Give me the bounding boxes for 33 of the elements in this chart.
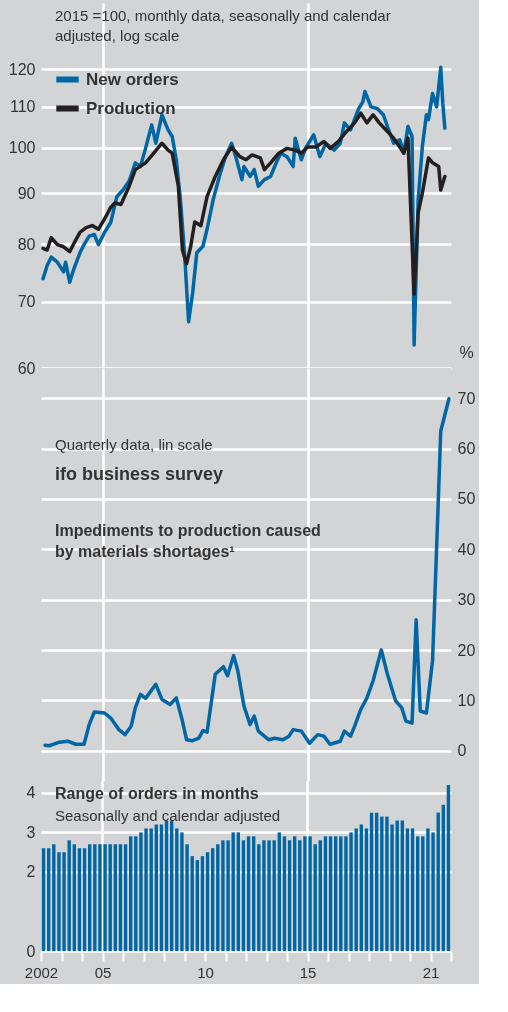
y-axis-title: %	[459, 343, 474, 361]
y-tick-label: 100	[8, 139, 36, 157]
x-tick-label: 05	[94, 963, 112, 981]
y-tick-label: 110	[9, 98, 36, 116]
y-tick-label: 40	[457, 540, 476, 558]
y-tick-label: 2	[26, 863, 36, 881]
x-tick-label: 15	[299, 963, 317, 981]
y-tick-label: 90	[17, 184, 36, 202]
text: Seasonally and calendar adjusted	[55, 807, 281, 824]
y-tick-label: 70	[17, 293, 36, 311]
y-tick-label: 70	[457, 389, 476, 407]
x-tick-label: 21	[422, 963, 440, 981]
x-tick-label: 2002	[24, 963, 59, 981]
y-tick-label: 30	[457, 591, 476, 609]
x-tick-label: 10	[197, 963, 214, 981]
legend-label: Production	[86, 98, 176, 118]
y-tick-label: 80	[17, 235, 36, 253]
y-tick-label: 4	[26, 784, 36, 802]
y-tick-label: 3	[26, 823, 36, 841]
y-tick-label: 0	[457, 742, 467, 760]
y-tick-label: 10	[457, 691, 476, 709]
annotation: Impediments to production caused by materials shortages¹	[55, 522, 321, 560]
y-tick-label: 60	[457, 440, 476, 458]
y-tick-label: 20	[457, 641, 476, 659]
chart-title: Range of orders in months	[55, 785, 259, 802]
text: 2015 =100, monthly data, seasonally and calendar adjusted, log scale	[55, 7, 391, 44]
text: Quarterly data, lin scale	[55, 436, 213, 453]
legend-label: New orders	[86, 69, 179, 89]
y-tick-label: 60	[17, 359, 36, 377]
y-tick-label: 120	[8, 60, 36, 78]
y-tick-label: 0	[26, 942, 36, 960]
y-tick-label: 50	[457, 490, 476, 508]
text: ifo business survey	[55, 464, 224, 484]
